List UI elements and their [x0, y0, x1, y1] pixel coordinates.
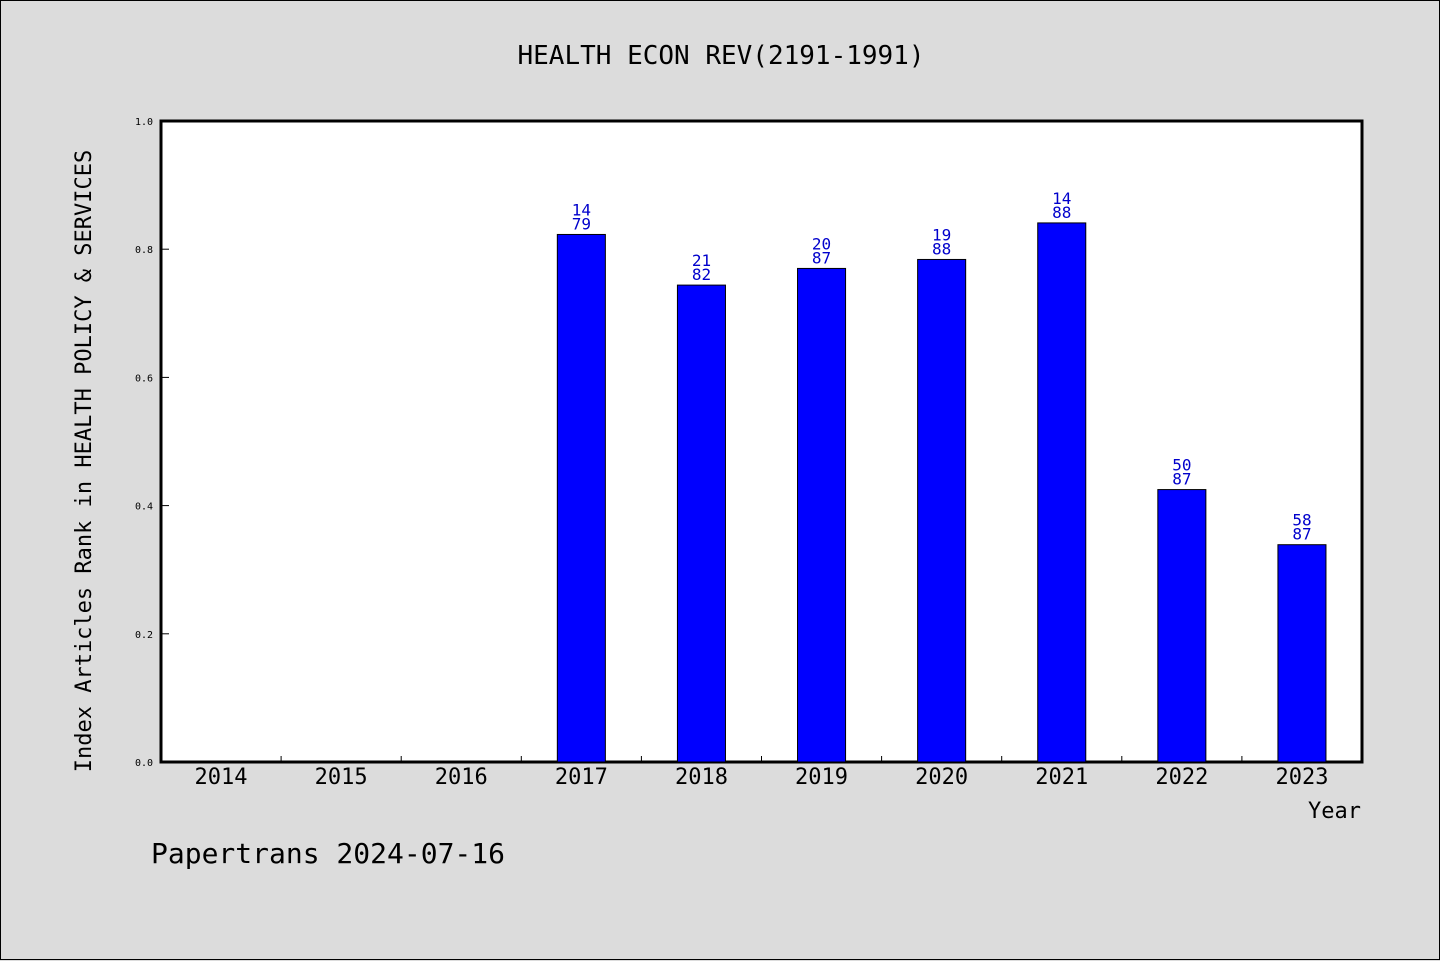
x-tick-label: 2021	[1035, 765, 1088, 790]
y-tick-label: 0.6	[135, 373, 153, 384]
x-axis-label: Year	[1308, 799, 1361, 824]
bar-label-rank: 58	[1292, 511, 1311, 530]
bar-label-total: 82	[692, 265, 711, 284]
bar-label-rank: 50	[1172, 456, 1191, 475]
bar-label-total: 88	[1052, 203, 1071, 222]
y-tick-label: 0.8	[135, 245, 153, 256]
x-tick-label: 2016	[435, 765, 488, 790]
y-axis-label: Index Articles Rank in HEALTH POLICY & S…	[72, 150, 97, 773]
bar-label-rank: 14	[572, 200, 591, 219]
bar	[1157, 489, 1207, 763]
y-tick-label: 0.2	[135, 630, 153, 641]
bar-label-rank: 20	[812, 234, 831, 253]
bar-label-rank: 14	[1052, 189, 1071, 208]
bar	[1277, 544, 1327, 763]
y-tick-label: 0.4	[135, 502, 153, 513]
bar-label-rank: 21	[692, 251, 711, 270]
bar-label-total: 87	[1172, 470, 1191, 489]
bar	[676, 284, 726, 763]
footer-text: Papertrans 2024-07-16	[151, 837, 505, 870]
y-tick-label: 1.0	[135, 117, 153, 128]
bar	[1037, 222, 1087, 763]
bar-label-rank: 19	[932, 225, 951, 244]
bar	[797, 267, 847, 763]
bar-label-total: 87	[1292, 525, 1311, 544]
x-tick-label: 2018	[675, 765, 728, 790]
y-axis: 0.0 0.2 0.4 0.6 0.8 1.0	[135, 117, 169, 769]
bar-series	[556, 222, 1327, 763]
y-tick-label: 0.0	[135, 758, 153, 769]
x-tick-label: 2020	[915, 765, 968, 790]
x-tick-label: 2017	[555, 765, 608, 790]
bar-label-total: 88	[932, 239, 951, 258]
x-tick-label: 2019	[795, 765, 848, 790]
chart-title: HEALTH ECON REV(2191-1991)	[518, 41, 925, 71]
bar	[556, 233, 606, 763]
bar-label-total: 79	[572, 214, 591, 233]
x-axis: 2014 2015 2016 2017 2018 2019 2020 2021 2022 2023	[195, 756, 1328, 790]
x-tick-label: 2023	[1275, 765, 1328, 790]
x-tick-label: 2022	[1155, 765, 1208, 790]
x-tick-label: 2015	[315, 765, 368, 790]
bar	[917, 258, 967, 763]
x-tick-label: 2014	[195, 765, 248, 790]
bar-label-total: 87	[812, 248, 831, 267]
